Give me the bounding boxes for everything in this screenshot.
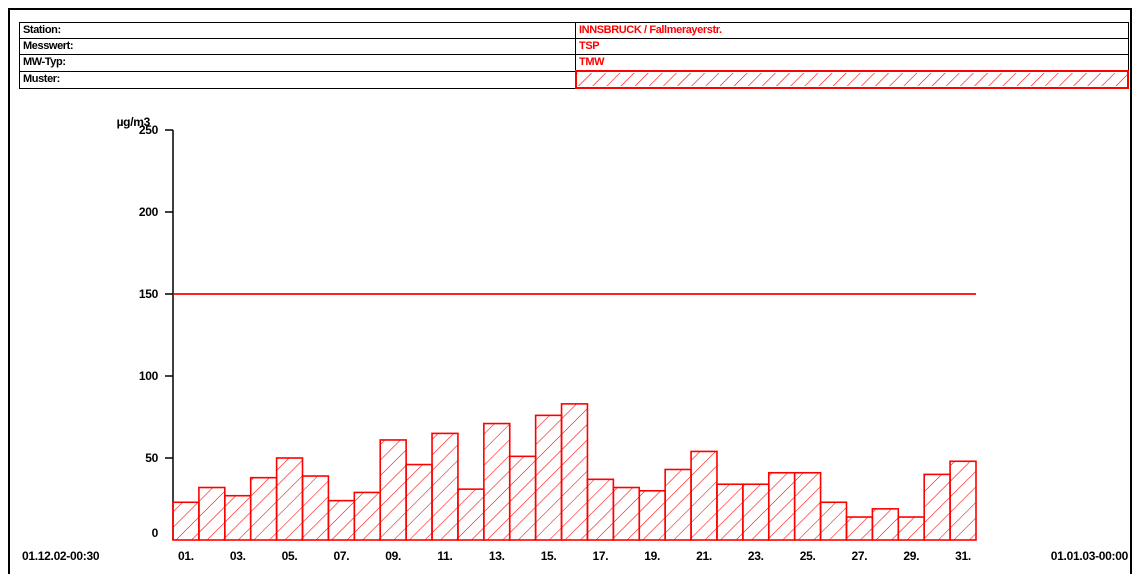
- muster-label: Muster:: [19, 70, 576, 89]
- bar: [949, 460, 977, 541]
- y-tick-label: 150: [139, 287, 159, 301]
- bars: [172, 403, 977, 541]
- bar: [249, 476, 278, 541]
- bar: [431, 432, 459, 541]
- x-tick-label: 09.: [385, 549, 401, 563]
- x-tick-label: 19.: [644, 549, 660, 563]
- y-axis: µg/m3 0 50 100 150 200 250: [117, 115, 174, 540]
- bar: [327, 499, 356, 541]
- bar: [560, 403, 589, 541]
- bar: [767, 471, 796, 541]
- x-tick-label: 11.: [437, 549, 452, 563]
- y-tick-label: 200: [139, 205, 159, 219]
- bar: [457, 488, 485, 541]
- bar: [483, 422, 511, 541]
- info-row-mw-typ: MW-Typ: TMW: [19, 54, 1129, 72]
- bar: [353, 491, 382, 541]
- info-row-station: Station: INNSBRUCK / Fallmerayerstr.: [19, 22, 1129, 39]
- x-tick-label: 13.: [489, 549, 505, 563]
- bar: [224, 494, 252, 541]
- bar: [534, 414, 563, 541]
- bar: [612, 486, 641, 541]
- chart-frame: [8, 8, 1132, 574]
- bar: [819, 501, 848, 541]
- x-tick-label: 29.: [903, 549, 919, 563]
- info-table: Station: INNSBRUCK / Fallmerayerstr. Mes…: [19, 22, 1129, 89]
- bar: [405, 463, 433, 541]
- bar: [690, 450, 718, 541]
- x-end-label: 01.01.03-00:00: [1051, 549, 1129, 563]
- bar: [638, 489, 666, 541]
- bar: [275, 457, 304, 541]
- bar: [871, 508, 900, 541]
- x-tick-label: 01.: [178, 549, 194, 563]
- y-tick-label: 50: [145, 451, 158, 465]
- y-tick-label: 0: [152, 526, 159, 540]
- x-tick-label: 21.: [696, 549, 712, 563]
- y-tick-label: 100: [139, 369, 159, 383]
- bar: [793, 471, 822, 541]
- x-tick-label: 15.: [541, 549, 557, 563]
- messwert-label: Messwert:: [19, 38, 576, 55]
- bar: [742, 483, 770, 541]
- bar: [897, 516, 925, 541]
- info-row-messwert: Messwert: TSP: [19, 38, 1129, 55]
- x-tick-label: 17.: [593, 549, 609, 563]
- bar: [172, 501, 200, 541]
- y-axis-unit-label: µg/m3: [117, 115, 151, 129]
- bar: [923, 473, 951, 541]
- x-tick-label: 07.: [333, 549, 349, 563]
- muster-swatch: [574, 70, 1129, 89]
- info-row-muster: Muster:: [19, 70, 1129, 89]
- bar: [198, 486, 226, 541]
- y-tick-label: 250: [139, 123, 159, 137]
- x-axis: 01.12.02-00:30 01.01.03-00:00 01. 03. 05. 07.…: [22, 549, 1129, 563]
- messwert-value: TSP: [575, 38, 1129, 55]
- bar: [586, 478, 615, 541]
- x-tick-label: 25.: [800, 549, 816, 563]
- bar: [664, 468, 692, 541]
- bar: [716, 483, 744, 541]
- bar: [379, 439, 407, 541]
- x-tick-label: 31.: [955, 549, 971, 563]
- x-tick-label: 03.: [230, 549, 246, 563]
- x-tick-label: 27.: [852, 549, 868, 563]
- x-tick-label: 05.: [282, 549, 298, 563]
- muster-hatch-swatch: [577, 73, 1127, 86]
- x-tick-label: 23.: [748, 549, 764, 563]
- x-start-label: 01.12.02-00:30: [22, 549, 100, 563]
- bar: [508, 455, 537, 541]
- bar: [845, 516, 874, 541]
- bar: [301, 475, 330, 541]
